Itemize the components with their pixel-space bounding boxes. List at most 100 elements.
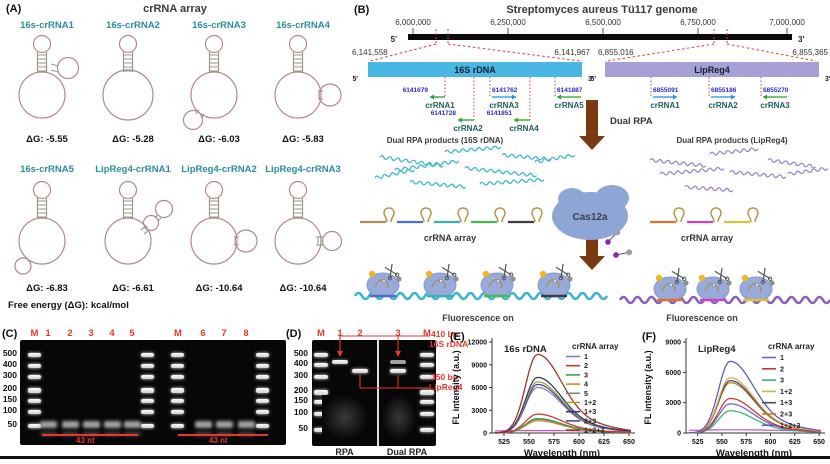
- region-end-coord: 6,855,365: [792, 48, 828, 57]
- quencher-dot: [396, 276, 402, 282]
- scissors-icon: [555, 263, 571, 281]
- gel-band: [420, 428, 434, 432]
- rna-structure-name: 16s-crRNA4: [276, 20, 330, 31]
- rpa-product-strand: [409, 180, 467, 189]
- crrna-position: 6855186: [711, 87, 737, 94]
- genome-scale-tick: 6,000,000: [395, 18, 431, 27]
- gel-band: [141, 353, 154, 357]
- sample-band-43nt: [82, 421, 100, 428]
- x-tick-label: 650: [623, 439, 635, 446]
- quencher-dot: [453, 276, 459, 282]
- y-tick-label: 0: [677, 431, 681, 438]
- crrna-hairpin-loop: [531, 207, 543, 223]
- gel-band: [256, 399, 269, 403]
- gel-band: [256, 388, 269, 393]
- fluorescence-on-right: Fluorescence on: [666, 313, 738, 323]
- gel-band: [256, 353, 269, 357]
- ladder-size-label: 50: [298, 423, 308, 433]
- panel-a-tag: (A): [6, 3, 22, 15]
- free-energy-value: ΔG: -10.64: [279, 283, 327, 294]
- gel-lane-label: 4: [109, 328, 115, 339]
- crrna-label: crRNA2: [453, 124, 483, 133]
- gel-lane-label: 2: [67, 328, 73, 339]
- dual-rpa-label: Dual RPA: [610, 116, 653, 127]
- rpa-product-strand: [787, 167, 829, 176]
- panel-a-title: crRNA array: [143, 3, 207, 15]
- fluorophore-dot: [482, 270, 490, 278]
- gel-lane-label: 1: [337, 328, 343, 339]
- series-curve-2+3: [688, 382, 822, 434]
- region-name-16s: 16S rDNA: [454, 65, 496, 75]
- gel-band: [420, 400, 434, 404]
- fluorescence-on-left: Fluorescence on: [442, 313, 514, 323]
- x-tick-label: 625: [598, 439, 610, 446]
- y-tick-label: 12000: [468, 340, 488, 347]
- crrna-arrow: [557, 94, 561, 100]
- quencher-dot: [726, 280, 732, 286]
- rna-structure-name: LipReg4-crRNA3: [265, 164, 341, 175]
- rna-structure-drawing: [260, 32, 346, 132]
- gel-band: [390, 360, 406, 364]
- free-energy-value: ΔG: -6.83: [26, 283, 68, 294]
- y-axis-label: FL intensity (a.u.): [643, 350, 653, 424]
- ladder-size-label: 500: [2, 348, 17, 358]
- region-bar-16s: [368, 62, 582, 77]
- x-tick-label: 625: [789, 439, 801, 446]
- gel-lane-label: 1: [45, 328, 51, 339]
- legend-entry-1: 1: [584, 352, 588, 361]
- gel-band: [28, 375, 41, 379]
- gel-band: [256, 410, 269, 414]
- gel-smear: [322, 395, 368, 440]
- legend-entry-1+3: 1+3: [780, 398, 792, 407]
- legend-entry-2+3: 2+3: [780, 410, 792, 419]
- x-axis-label: Wavelength (nm): [716, 448, 792, 459]
- gel-band: [256, 424, 269, 428]
- crrna-hairpin-loop: [747, 207, 759, 223]
- series-curve-1+2+3: [494, 353, 632, 434]
- gel-band: [314, 390, 328, 395]
- panel-b-tag: (B): [354, 4, 370, 16]
- band-gene-16s: 16S rDNA: [429, 339, 469, 349]
- crrna-hairpin-loop: [494, 207, 506, 223]
- crrna-arrow: [763, 94, 767, 100]
- gel-lane-label: 3: [395, 328, 401, 339]
- y-tick-label: 3000: [471, 408, 487, 415]
- sample-band-43nt: [123, 421, 141, 428]
- gel-band: [141, 388, 154, 393]
- quencher-dot: [769, 280, 775, 286]
- legend-entry-2: 2: [584, 361, 588, 370]
- workflow-arrow: [586, 236, 598, 256]
- gel-band: [141, 424, 154, 428]
- sample-band-43nt: [215, 421, 233, 428]
- quencher-dot: [510, 276, 516, 282]
- region-start-coord: 6,141,558: [352, 48, 388, 57]
- gel-band: [256, 364, 269, 368]
- gel-band: [141, 364, 154, 368]
- gel-divider: [377, 340, 379, 446]
- size-annotation-line: [42, 434, 138, 436]
- gel-band: [171, 410, 184, 414]
- rna-structure-name: 16s-crRNA1: [20, 20, 74, 31]
- crrna-label: crRNA1: [425, 101, 455, 110]
- legend-entry-4: 4: [584, 380, 588, 389]
- sample-band-43nt: [194, 421, 212, 428]
- rna-structure-drawing: [4, 32, 90, 132]
- crrna-arrow: [430, 94, 434, 100]
- crrna-hairpin-loop: [457, 207, 469, 223]
- gel-band: [171, 353, 184, 357]
- region-bar-lipreg4: [605, 62, 819, 77]
- rna-structure-name: 16s-crRNA2: [106, 20, 160, 31]
- band-size-410: 410 bp: [431, 329, 458, 339]
- panel-c: (C) 43 nt 43 nt 500 400 300 200 150 100 50 M 1 2 3 4 5…: [0, 326, 288, 458]
- scissors-icon: [671, 267, 687, 285]
- ladder-size-label: 400: [293, 358, 308, 368]
- sample-band-43nt: [237, 421, 255, 428]
- scissors-icon: [757, 267, 773, 285]
- series-curve-2: [494, 413, 632, 434]
- gel-band: [332, 360, 348, 364]
- gel-band: [314, 363, 328, 367]
- scissors-icon: [714, 267, 730, 285]
- crrna-position: 6855091: [653, 87, 679, 94]
- rpa-product-strand: [501, 153, 551, 162]
- legend-entry-3: 3: [780, 376, 784, 385]
